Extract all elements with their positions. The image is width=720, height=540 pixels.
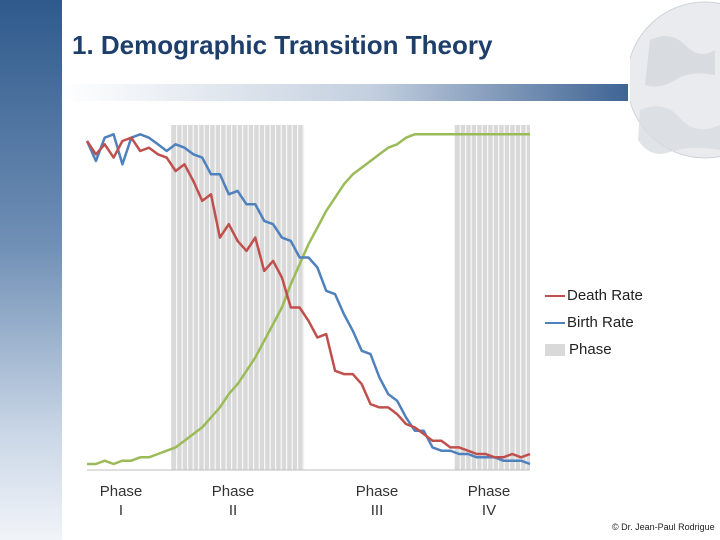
left-decor-bar (0, 0, 62, 540)
legend-item-death-rate: Death Rate (545, 282, 643, 309)
globe-decoration (630, 0, 720, 190)
page-title: 1. Demographic Transition Theory (72, 30, 493, 60)
phase-label-2: Phase II (211, 483, 255, 519)
copyright-credit: © Dr. Jean-Paul Rodrigue (612, 522, 715, 532)
phase-label-4: Phase IV (467, 483, 511, 519)
legend-birth-swatch (545, 321, 565, 324)
series-line-population (87, 133, 530, 466)
title-underline-band (62, 84, 628, 101)
legend-death-swatch (545, 294, 565, 297)
legend-phase-swatch (545, 343, 565, 356)
legend-item-birth-rate: Birth Rate (545, 309, 643, 336)
phase-label-3: Phase III (355, 483, 399, 519)
series-line-death-rate (85, 136, 531, 459)
legend-birth-label: Birth Rate (567, 314, 634, 331)
phase-label-1: Phase I (99, 483, 143, 519)
phase-band-2 (454, 125, 530, 470)
series-line-birth-rate (85, 133, 531, 466)
legend-death-label: Death Rate (567, 287, 643, 304)
chart-legend: Death Rate Birth Rate Phase (545, 282, 643, 363)
legend-phase-label: Phase (569, 341, 612, 358)
legend-item-phase: Phase (545, 336, 643, 363)
